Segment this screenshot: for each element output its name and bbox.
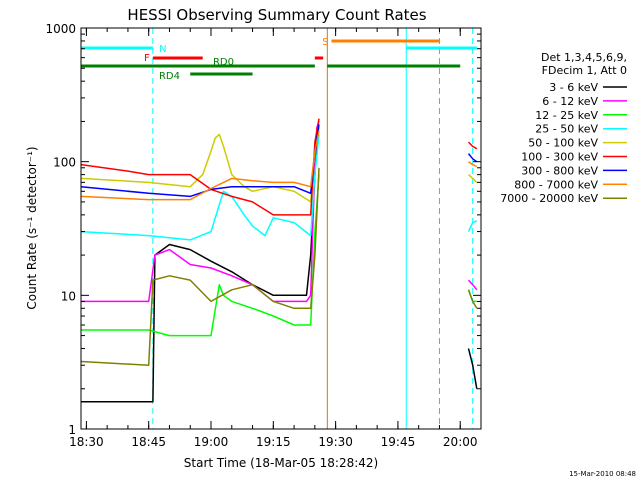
flag-label-s: S bbox=[322, 37, 328, 48]
y-tick-label-2: 100 bbox=[53, 156, 76, 170]
chart-title: HESSI Observing Summary Count Rates bbox=[127, 6, 426, 24]
flag-label-f: F bbox=[144, 53, 150, 64]
series-line-8 bbox=[81, 168, 477, 365]
series-line-1 bbox=[81, 121, 477, 301]
legend-header-1: FDecim 1, Att 0 bbox=[542, 64, 627, 77]
legend-entry-2: 12 - 25 keV bbox=[535, 109, 598, 122]
legend-header-0: Det 1,3,4,5,6,9, bbox=[541, 51, 627, 64]
legend-entry-0: 3 - 6 keV bbox=[549, 81, 598, 94]
y-axis-label: Count Rate (s⁻¹ detector⁻¹) bbox=[25, 146, 39, 309]
series-line-5 bbox=[81, 119, 477, 215]
y-tick-label-0: 1 bbox=[68, 423, 76, 437]
series-layer bbox=[81, 119, 477, 402]
flag-label-rd4: RD4 bbox=[159, 71, 180, 82]
vertical-markers bbox=[81, 28, 473, 429]
legend-entry-1: 6 - 12 keV bbox=[542, 95, 598, 108]
flag-bars: N S F RD0 RD4 bbox=[81, 37, 477, 82]
legend-entry-5: 100 - 300 keV bbox=[521, 151, 598, 164]
legend-entry-6: 300 - 800 keV bbox=[521, 164, 598, 177]
flag-label-rd0: RD0 bbox=[213, 57, 234, 68]
series-line-7 bbox=[81, 131, 477, 200]
x-axis: 18:30 18:45 19:00 19:15 19:30 19:45 20:00 bbox=[69, 28, 481, 449]
legend: Det 1,3,4,5,6,9,FDecim 1, Att 0 3 - 6 keV… bbox=[500, 51, 627, 205]
y-axis: 1 10 100 1000 bbox=[45, 22, 481, 437]
series-line-6 bbox=[81, 124, 477, 196]
y-tick-label-1: 10 bbox=[61, 289, 76, 303]
plot-frame bbox=[81, 28, 481, 429]
legend-entry-8: 7000 - 20000 keV bbox=[500, 192, 598, 205]
x-tick-label-6: 20:00 bbox=[443, 435, 478, 449]
legend-entry-4: 50 - 100 keV bbox=[528, 137, 598, 150]
series-line-4 bbox=[81, 128, 477, 202]
x-axis-label: Start Time (18-Mar-05 18:28:42) bbox=[184, 456, 378, 470]
x-tick-label-1: 18:45 bbox=[131, 435, 166, 449]
legend-entry-3: 25 - 50 keV bbox=[535, 123, 598, 136]
y-tick-label-3: 1000 bbox=[45, 22, 76, 36]
x-tick-label-0: 18:30 bbox=[69, 435, 104, 449]
flag-label-n: N bbox=[159, 44, 166, 55]
legend-entry-7: 800 - 7000 keV bbox=[514, 178, 598, 191]
x-tick-label-2: 19:00 bbox=[194, 435, 229, 449]
x-tick-label-4: 19:30 bbox=[318, 435, 353, 449]
x-tick-label-3: 19:15 bbox=[256, 435, 291, 449]
series-line-0 bbox=[81, 134, 477, 401]
x-tick-label-5: 19:45 bbox=[381, 435, 416, 449]
footer-timestamp: 15-Mar-2010 08:48 bbox=[569, 470, 636, 478]
